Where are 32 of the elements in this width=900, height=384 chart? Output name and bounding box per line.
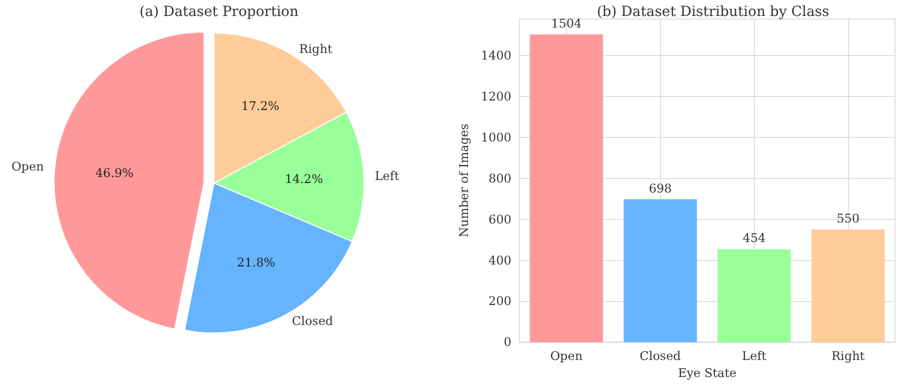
chart-title: (a) Dataset Proportion <box>140 4 298 20</box>
y-axis-title: Number of Images <box>457 124 471 238</box>
slice-label: Open <box>11 160 44 174</box>
bar <box>530 34 603 342</box>
slice-label: Right <box>299 42 332 56</box>
y-tick-label: 600 <box>488 212 512 226</box>
y-tick-label: 1000 <box>480 130 512 144</box>
data-label: 454 <box>742 231 766 246</box>
data-label: 17.2% <box>241 98 280 113</box>
slice-label: Closed <box>292 314 334 328</box>
x-tick-label: Open <box>550 349 583 364</box>
data-label: 1504 <box>551 16 582 30</box>
x-tick-label: Right <box>832 349 865 364</box>
y-tick-label: 800 <box>488 171 512 186</box>
slice-label: Left <box>374 168 400 183</box>
data-label: 698 <box>648 181 672 196</box>
y-tick-label: 200 <box>488 294 512 308</box>
data-label: 14.2% <box>284 172 323 186</box>
y-tick-label: 0 <box>504 335 512 350</box>
x-tick-label: Closed <box>640 349 682 364</box>
bar <box>811 230 885 342</box>
x-tick-label: Left <box>742 349 767 364</box>
y-tick-label: 1400 <box>480 48 512 63</box>
y-tick-label: 1200 <box>480 90 512 104</box>
data-label: 550 <box>836 212 860 226</box>
chart-title: (b) Dataset Distribution by Class <box>596 4 830 20</box>
data-label: 46.9% <box>95 166 134 180</box>
y-tick-label: 400 <box>488 253 512 268</box>
bar <box>624 199 697 342</box>
data-label: 21.8% <box>237 256 276 270</box>
x-axis-title: Eye State <box>678 366 737 380</box>
bar <box>718 249 791 342</box>
